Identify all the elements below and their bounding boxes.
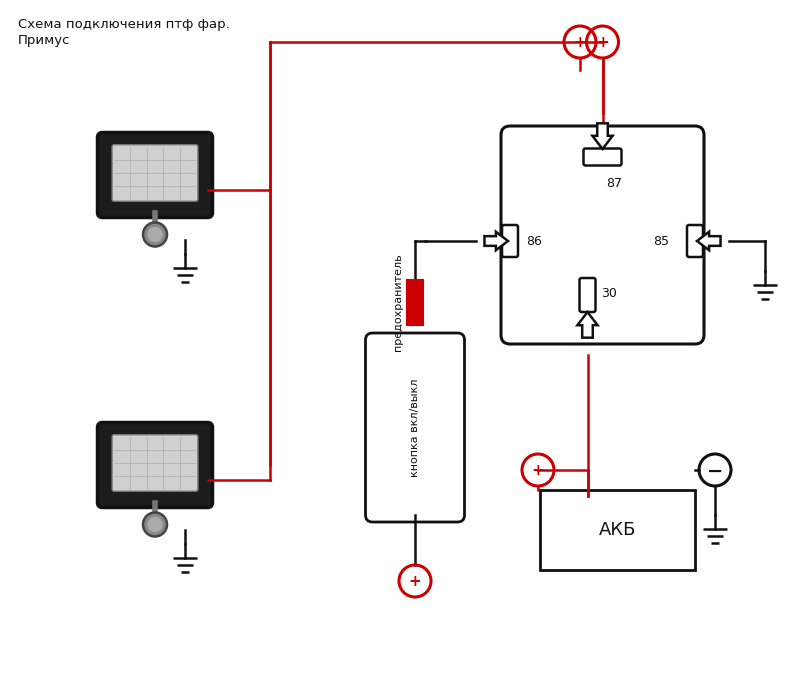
FancyBboxPatch shape	[687, 225, 703, 257]
Circle shape	[143, 222, 167, 246]
FancyBboxPatch shape	[112, 145, 198, 201]
Text: +: +	[532, 462, 544, 477]
Text: Примус: Примус	[18, 34, 70, 47]
FancyBboxPatch shape	[502, 225, 518, 257]
Text: предохранитель: предохранитель	[393, 254, 403, 351]
Bar	[407, 280, 423, 325]
Text: 85: 85	[653, 235, 669, 248]
Text: +: +	[574, 34, 586, 50]
Polygon shape	[593, 124, 613, 149]
FancyBboxPatch shape	[583, 148, 622, 166]
FancyBboxPatch shape	[366, 333, 465, 522]
Text: 87: 87	[606, 177, 622, 190]
Text: 30: 30	[602, 287, 618, 300]
Text: АКБ: АКБ	[599, 521, 636, 539]
FancyBboxPatch shape	[501, 126, 704, 344]
Text: +: +	[596, 34, 609, 50]
Text: +: +	[409, 573, 422, 589]
Text: −: −	[707, 462, 723, 480]
Circle shape	[143, 513, 167, 537]
Polygon shape	[578, 312, 598, 337]
FancyBboxPatch shape	[98, 132, 213, 217]
Bar	[540, 490, 695, 570]
Circle shape	[148, 228, 162, 242]
Polygon shape	[485, 232, 508, 250]
FancyBboxPatch shape	[112, 435, 198, 491]
Polygon shape	[697, 232, 721, 250]
Text: кнопка вкл/выкл: кнопка вкл/выкл	[410, 378, 420, 477]
FancyBboxPatch shape	[579, 278, 595, 312]
Text: 86: 86	[526, 235, 542, 248]
Circle shape	[148, 518, 162, 531]
Text: Схема подключения птф фар.: Схема подключения птф фар.	[18, 18, 230, 31]
FancyBboxPatch shape	[98, 422, 213, 508]
